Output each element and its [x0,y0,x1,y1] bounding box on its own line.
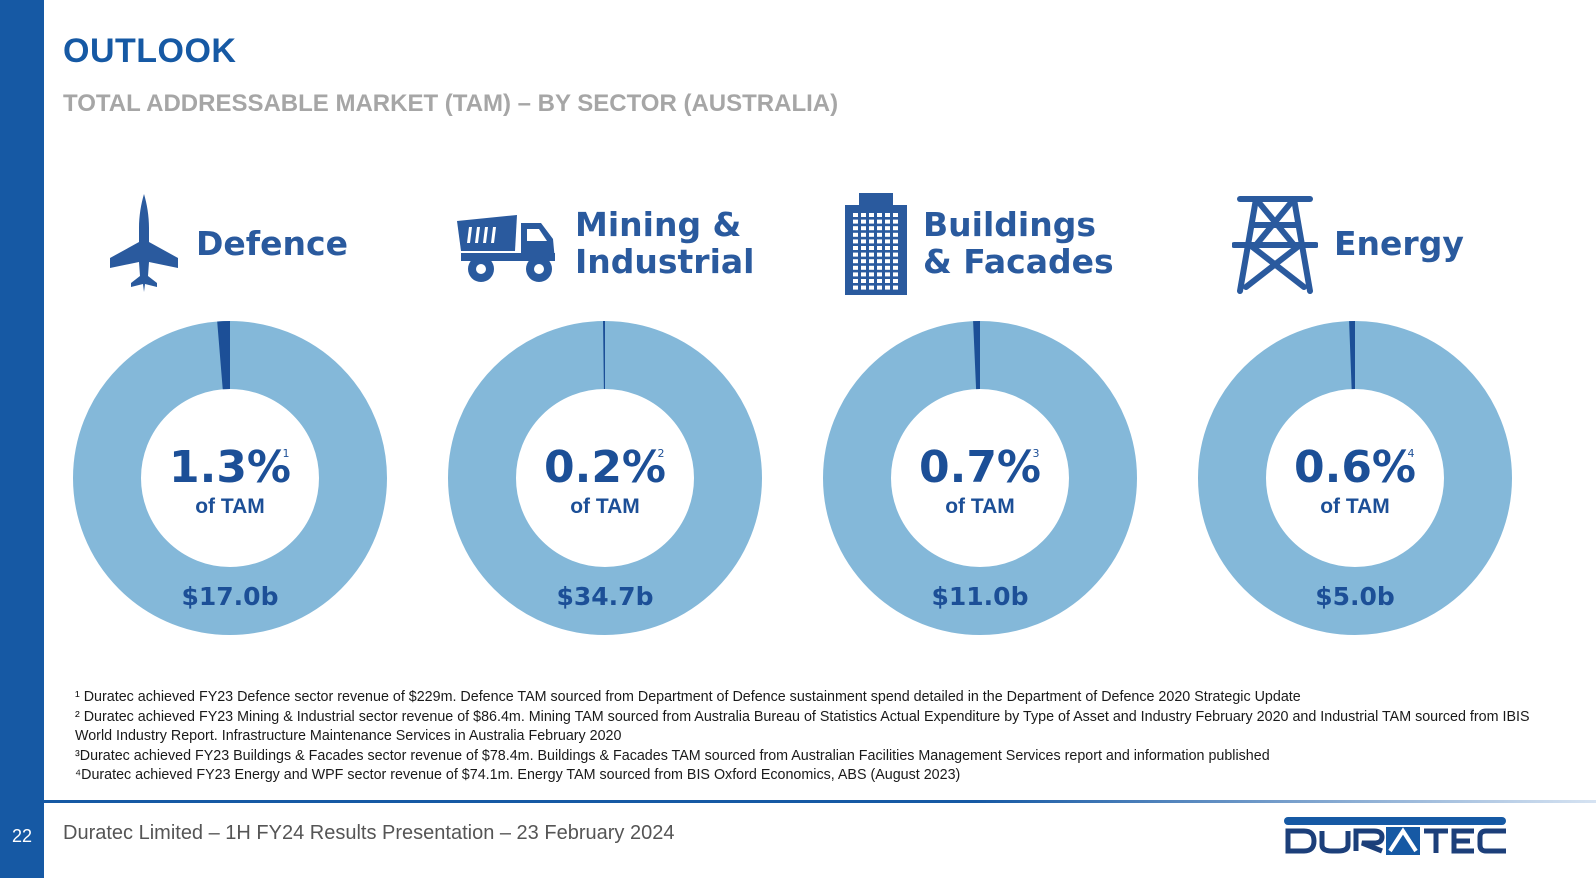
footnote-2: ² Duratec achieved FY23 Mining & Industr… [75,708,1530,745]
footnote-reference: 1 [283,447,290,460]
footnote-1: ¹ Duratec achieved FY23 Defence sector r… [75,689,1301,705]
footnote-reference: 4 [1408,447,1415,460]
center-percent-label: 0.7% [919,442,1041,493]
donut-chart-buildings: 0.7%3 of TAM $11.0b [823,321,1137,635]
donut-share-slice [1349,321,1355,390]
footnote-4: ⁴Duratec achieved FY23 Energy and WPF se… [75,767,961,783]
transmission-tower-icon [1232,196,1318,294]
donut-chart-energy: 0.6%4 of TAM $5.0b [1198,321,1512,635]
sector-header-defence: Defence [108,188,348,298]
left-accent-bar [0,0,44,878]
page-number: 22 [11,826,33,846]
center-sub-label: of TAM [570,495,640,518]
donut-share-slice [973,321,980,390]
sector-label-defence: Defence [196,223,348,263]
center-sub-label: of TAM [945,495,1015,518]
footnotes: ¹ Duratec achieved FY23 Defence sector r… [75,688,1535,786]
dump-truck-icon [457,215,555,282]
sector-header-buildings: Buildings & Facades [845,188,1114,298]
tam-total-label: $17.0b [182,582,279,611]
footnote-3: ³Duratec achieved FY23 Buildings & Facad… [75,747,1270,764]
footer-text: Duratec Limited – 1H FY24 Results Presen… [63,822,675,844]
footer-divider [44,800,1596,803]
center-percent-label: 0.2% [544,442,666,493]
center-sub-label: of TAM [1320,495,1390,518]
donut-share-slice [603,321,605,390]
donut-share-slice [217,321,230,390]
page-subtitle: TOTAL ADDRESSABLE MARKET (TAM) – BY SECT… [63,90,839,117]
donut-chart-defence: 1.3%1 of TAM $17.0b [73,321,387,635]
page-title: OUTLOOK [63,32,237,70]
tam-total-label: $11.0b [932,582,1029,611]
footnote-reference: 2 [658,447,665,460]
sector-label-mining: Mining & Industrial [575,205,755,281]
tam-total-label: $5.0b [1315,582,1395,611]
donut-chart-mining: 0.2%2 of TAM $34.7b [448,321,762,635]
center-sub-label: of TAM [195,495,265,518]
center-percent-label: 0.6% [1294,442,1416,493]
footnote-reference: 3 [1033,447,1040,460]
center-percent-label: 1.3% [169,442,291,493]
sector-label-buildings: Buildings & Facades [923,205,1114,281]
tam-total-label: $34.7b [557,582,654,611]
duratec-logo [1284,817,1506,855]
building-icon [845,193,907,295]
sector-header-mining: Mining & Industrial [455,188,754,298]
sector-header-energy: Energy [1232,188,1464,298]
sector-label-energy: Energy [1334,223,1464,263]
fighter-jet-icon [110,194,178,292]
